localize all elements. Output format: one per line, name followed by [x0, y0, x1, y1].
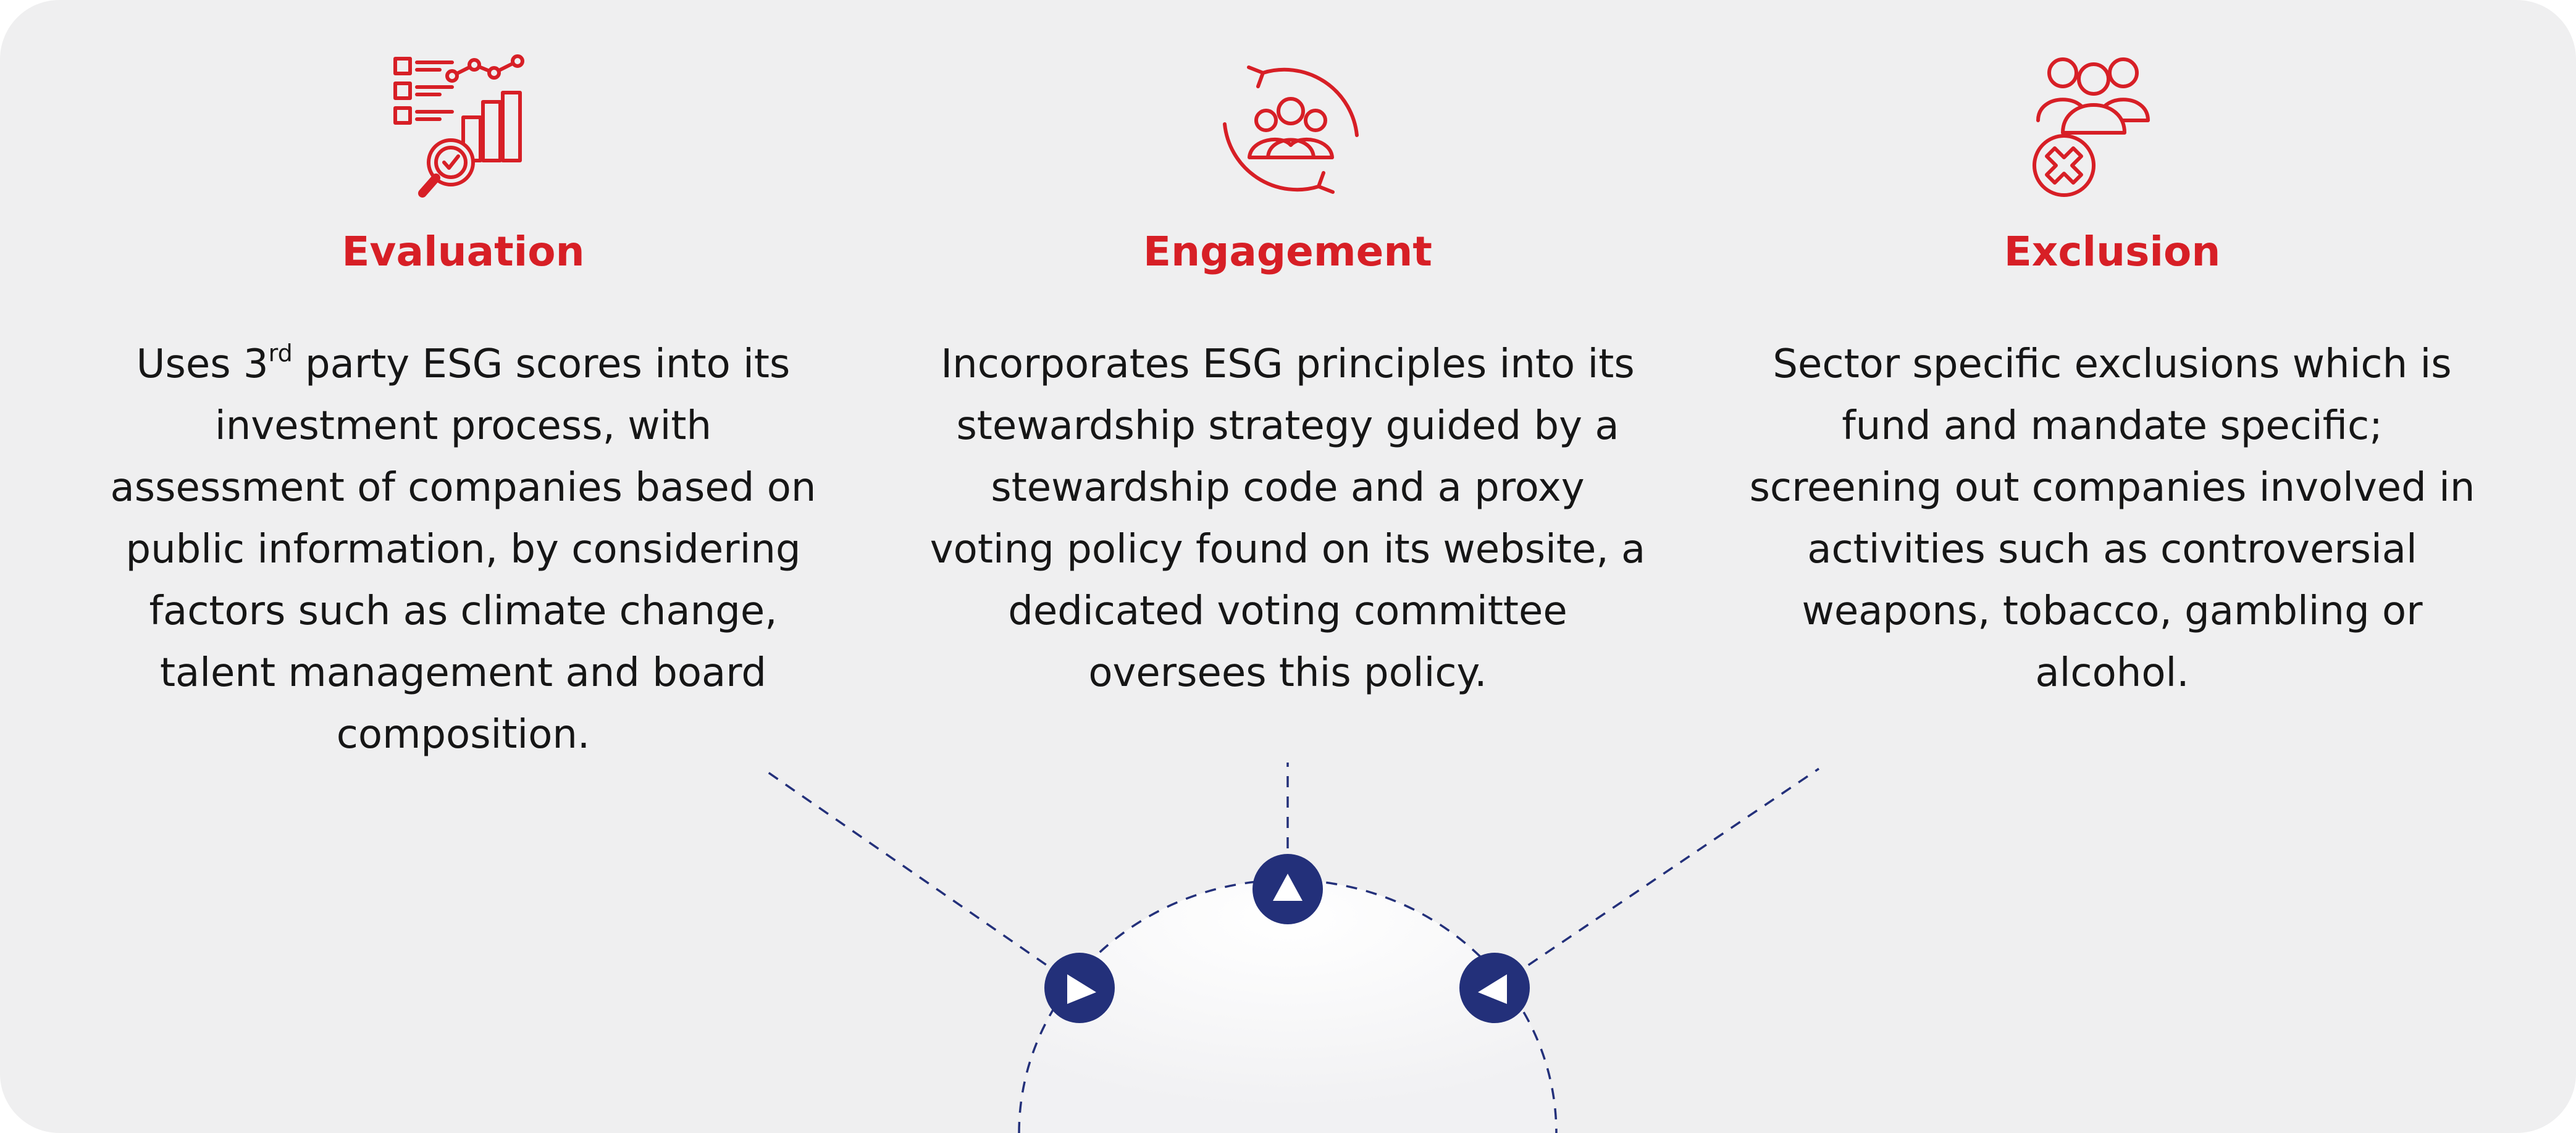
- hub-dome: [1019, 880, 1556, 1133]
- pillar-description-engagement: Incorporates ESG principles into its ste…: [929, 341, 1646, 696]
- exclusion-people-x-icon: [2033, 57, 2150, 197]
- connector-line-evaluation: [762, 767, 1080, 989]
- connector-line-exclusion: [1494, 767, 1819, 989]
- triangle-right-icon: [1067, 974, 1096, 1004]
- pillar-title-exclusion: Exclusion: [2003, 228, 2221, 275]
- triangle-left-icon: [1478, 974, 1507, 1004]
- node-exclusion: [1459, 953, 1530, 1023]
- pillar-description-exclusion: Sector specific exclusions which is fund…: [1749, 341, 2475, 696]
- pillar-description-evaluation: Uses 3rd party ESG scores into its inves…: [110, 339, 816, 758]
- pillar-title-engagement: Engagement: [1143, 228, 1432, 275]
- evaluation-chart-magnifier-icon: [393, 54, 524, 198]
- pillar-title-evaluation: Evaluation: [342, 228, 585, 275]
- triangle-up-icon: [1273, 874, 1303, 901]
- node-evaluation: [1044, 953, 1115, 1023]
- engagement-cycle-people-icon: [1223, 65, 1359, 194]
- node-engagement: [1252, 854, 1323, 924]
